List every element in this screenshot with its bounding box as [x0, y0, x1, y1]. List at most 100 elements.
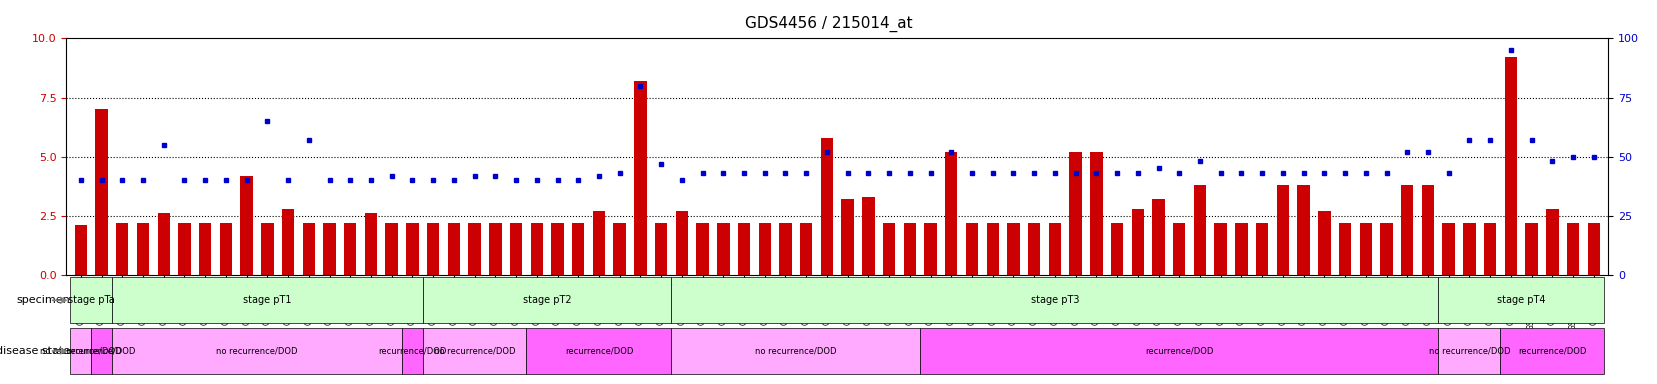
- Text: recurrence/DOD: recurrence/DOD: [565, 346, 633, 356]
- Bar: [447, 223, 459, 275]
- Text: stage pT1: stage pT1: [244, 295, 292, 305]
- Text: stage pT3: stage pT3: [1031, 295, 1079, 305]
- Bar: [882, 223, 895, 275]
- Bar: [550, 223, 563, 275]
- Bar: [1173, 223, 1185, 275]
- Bar: [199, 223, 210, 275]
- Bar: [944, 152, 958, 275]
- Bar: [282, 209, 293, 275]
- Bar: [1505, 57, 1516, 275]
- Text: no recurrence/DOD: no recurrence/DOD: [40, 346, 121, 356]
- Bar: [94, 109, 108, 275]
- Bar: [509, 223, 522, 275]
- Text: no recurrence/DOD: no recurrence/DOD: [1428, 346, 1510, 356]
- Text: recurrence/DOD: recurrence/DOD: [1145, 346, 1213, 356]
- Bar: [1544, 209, 1558, 275]
- Bar: [260, 223, 273, 275]
- Bar: [1461, 223, 1475, 275]
- Bar: [116, 223, 129, 275]
- Bar: [757, 223, 771, 275]
- Bar: [903, 223, 915, 275]
- Bar: [674, 211, 688, 275]
- Text: recurrence/DOD: recurrence/DOD: [378, 346, 446, 356]
- Bar: [840, 199, 853, 275]
- Bar: [1213, 223, 1226, 275]
- Bar: [1442, 223, 1453, 275]
- FancyBboxPatch shape: [1500, 328, 1604, 374]
- Bar: [426, 223, 439, 275]
- Bar: [1587, 223, 1599, 275]
- Bar: [219, 223, 232, 275]
- Bar: [572, 223, 583, 275]
- Text: GDS4456 / 215014_at: GDS4456 / 215014_at: [744, 15, 913, 31]
- Bar: [633, 81, 646, 275]
- Bar: [240, 175, 252, 275]
- Bar: [136, 223, 149, 275]
- Bar: [1337, 223, 1350, 275]
- Bar: [779, 223, 792, 275]
- Bar: [1193, 185, 1205, 275]
- Bar: [862, 197, 875, 275]
- Bar: [406, 223, 418, 275]
- FancyBboxPatch shape: [1437, 278, 1604, 323]
- Text: no recurrence/DOD: no recurrence/DOD: [215, 346, 298, 356]
- Bar: [1400, 185, 1412, 275]
- Bar: [530, 223, 542, 275]
- Bar: [302, 223, 315, 275]
- Bar: [655, 223, 666, 275]
- Text: specimen: specimen: [17, 295, 70, 305]
- FancyBboxPatch shape: [525, 328, 671, 374]
- Bar: [1420, 185, 1433, 275]
- Text: recurrence/DOD: recurrence/DOD: [68, 346, 136, 356]
- Text: no recurrence/DOD: no recurrence/DOD: [754, 346, 837, 356]
- FancyBboxPatch shape: [111, 328, 401, 374]
- Bar: [1483, 223, 1495, 275]
- Bar: [986, 223, 998, 275]
- FancyBboxPatch shape: [671, 328, 920, 374]
- Text: disease state: disease state: [0, 346, 70, 356]
- FancyBboxPatch shape: [671, 278, 1437, 323]
- Bar: [384, 223, 398, 275]
- Text: no recurrence/DOD: no recurrence/DOD: [434, 346, 515, 356]
- Bar: [1069, 152, 1080, 275]
- FancyBboxPatch shape: [91, 328, 111, 374]
- Bar: [489, 223, 500, 275]
- Bar: [925, 223, 936, 275]
- Bar: [1276, 185, 1289, 275]
- Bar: [820, 138, 832, 275]
- Bar: [467, 223, 481, 275]
- FancyBboxPatch shape: [70, 278, 111, 323]
- Bar: [1296, 185, 1309, 275]
- Bar: [1234, 223, 1246, 275]
- FancyBboxPatch shape: [401, 328, 423, 374]
- FancyBboxPatch shape: [423, 328, 525, 374]
- Bar: [323, 223, 335, 275]
- Bar: [1130, 209, 1143, 275]
- Bar: [799, 223, 812, 275]
- Bar: [1027, 223, 1041, 275]
- Text: stage pTa: stage pTa: [68, 295, 114, 305]
- Text: stage pT4: stage pT4: [1496, 295, 1544, 305]
- Bar: [1359, 223, 1370, 275]
- Bar: [1524, 223, 1536, 275]
- Bar: [613, 223, 625, 275]
- Bar: [1256, 223, 1268, 275]
- Bar: [696, 223, 708, 275]
- FancyBboxPatch shape: [70, 328, 91, 374]
- Bar: [1049, 223, 1060, 275]
- Bar: [716, 223, 729, 275]
- Bar: [1566, 223, 1577, 275]
- Bar: [343, 223, 356, 275]
- Bar: [593, 211, 605, 275]
- Bar: [1110, 223, 1122, 275]
- FancyBboxPatch shape: [1437, 328, 1500, 374]
- Bar: [1006, 223, 1019, 275]
- Bar: [1317, 211, 1329, 275]
- Text: recurrence/DOD: recurrence/DOD: [1518, 346, 1586, 356]
- Bar: [964, 223, 978, 275]
- Bar: [365, 214, 376, 275]
- FancyBboxPatch shape: [920, 328, 1437, 374]
- FancyBboxPatch shape: [423, 278, 671, 323]
- FancyBboxPatch shape: [111, 278, 423, 323]
- Text: stage pT2: stage pT2: [522, 295, 572, 305]
